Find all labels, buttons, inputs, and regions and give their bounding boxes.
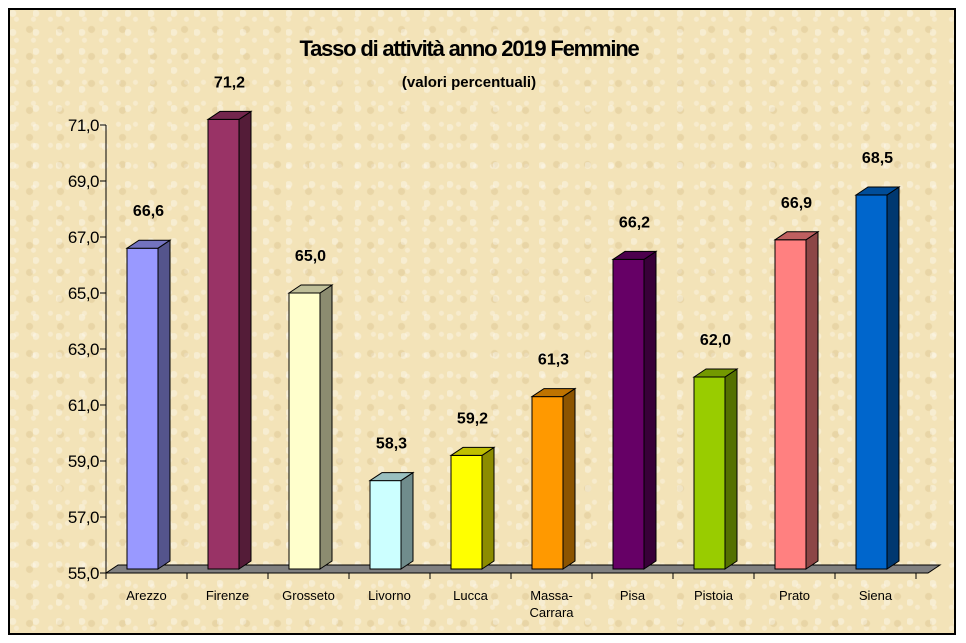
y-tick-label: 71,0 (68, 116, 99, 135)
bar-side (400, 471, 414, 570)
x-tick-label: Firenze (206, 588, 249, 603)
data-label: 62,0 (700, 332, 731, 349)
bar-front (855, 194, 888, 570)
data-label: 61,3 (538, 352, 569, 369)
bar-chart: Tasso di attività anno 2019 Femmine (val… (68, 36, 942, 620)
bar-side (238, 110, 252, 570)
data-label: 71,2 (214, 74, 245, 91)
bar (773, 230, 820, 570)
y-tick-label: 61,0 (68, 396, 99, 415)
bar-top (368, 472, 415, 482)
bar-top (773, 231, 820, 241)
bar-front (288, 292, 321, 570)
bar-top (206, 110, 253, 120)
bar (530, 387, 577, 570)
x-tick-label: Prato (779, 588, 810, 603)
data-label: 59,2 (457, 410, 488, 427)
y-tick-label: 67,0 (68, 228, 99, 247)
bar-side (157, 239, 171, 570)
x-tick-label: Pisa (620, 588, 646, 603)
bar-side (805, 230, 819, 570)
bar-top (449, 446, 496, 456)
bar (692, 368, 739, 570)
bar-top (854, 186, 901, 196)
bar-side (481, 446, 495, 570)
bar-front (774, 239, 807, 570)
bar-top (125, 239, 172, 249)
x-tick-label: Grosseto (282, 588, 335, 603)
bar-top (692, 368, 739, 378)
y-tick-label: 63,0 (68, 340, 99, 359)
bar-side (562, 387, 576, 570)
data-label: 66,6 (133, 203, 164, 220)
bar-side (643, 250, 657, 570)
x-tick-label: Siena (859, 588, 893, 603)
x-tick-label: Massa-Carrara (529, 588, 574, 620)
bar-front (612, 258, 645, 570)
x-tick-label: Lucca (453, 588, 488, 603)
bar-side (724, 368, 738, 570)
data-label: 65,0 (295, 248, 326, 265)
bar-front (126, 247, 159, 570)
y-tick-label: 69,0 (68, 172, 99, 191)
chart-frame: Tasso di attività anno 2019 Femmine (val… (8, 8, 956, 635)
bar-front (693, 376, 726, 570)
chart-title: Tasso di attività anno 2019 Femmine (299, 36, 639, 61)
bar (287, 284, 334, 570)
bar (611, 250, 658, 570)
data-label: 66,9 (781, 195, 812, 212)
bar (368, 471, 415, 570)
bar-side (886, 186, 900, 570)
x-tick-label: Pistoia (694, 588, 734, 603)
x-tick-label: Livorno (368, 588, 411, 603)
bar (449, 446, 496, 570)
chart-subtitle: (valori percentuali) (402, 74, 536, 91)
bar (854, 186, 901, 570)
bar-side (319, 284, 333, 570)
bar (125, 239, 172, 570)
y-tick-label: 57,0 (68, 508, 99, 527)
y-tick-label: 59,0 (68, 452, 99, 471)
y-tick-label: 55,0 (68, 564, 99, 583)
data-label: 58,3 (376, 436, 407, 453)
bar-front (450, 454, 483, 570)
data-label: 66,2 (619, 214, 650, 231)
bar (206, 110, 253, 570)
bar-front (207, 118, 240, 570)
bar-top (530, 388, 577, 398)
bar-top (611, 250, 658, 260)
data-label: 68,5 (862, 150, 893, 167)
bar-front (531, 396, 564, 570)
y-tick-label: 65,0 (68, 284, 99, 303)
x-tick-label: Arezzo (126, 588, 166, 603)
bar-top (287, 284, 334, 294)
bar-front (369, 480, 402, 570)
